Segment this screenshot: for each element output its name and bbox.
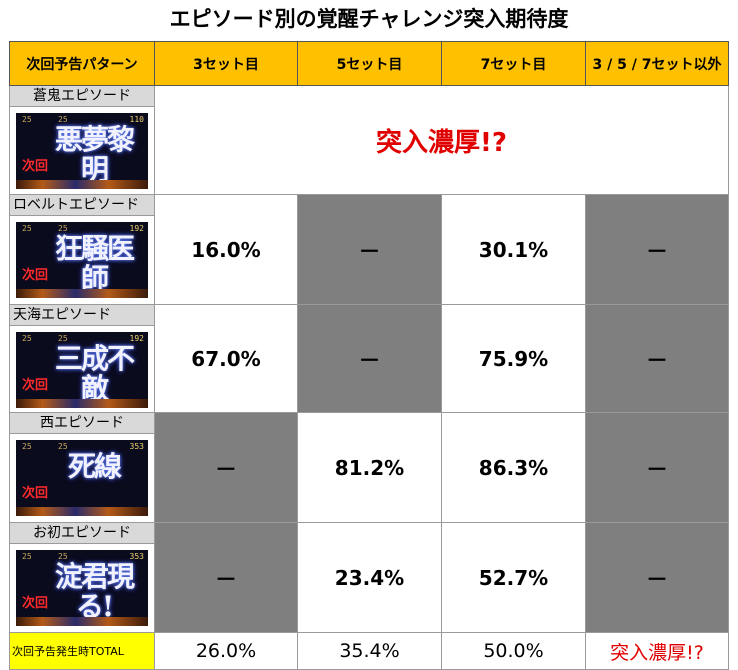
preview-thumbnail: 25 25 353 淀君現る! 次回 — [16, 550, 148, 626]
pattern-name: 蒼鬼エピソード — [10, 86, 154, 107]
total-row: 次回予告発生時TOTAL 26.0% 35.4% 50.0% 突入濃厚!? — [9, 632, 729, 670]
value-cell: 30.1% — [441, 194, 586, 305]
preview-thumbnail: 25 25 353 死線 次回 — [16, 440, 148, 516]
value-cell: 16.0% — [154, 194, 298, 305]
table-row: 蒼鬼エピソード 25 25 110 悪夢黎明 次回 突入濃厚!? — [9, 85, 729, 195]
jikai-mark: 次回 — [22, 596, 49, 611]
table-row: 西エピソード 25 25 353 死線 次回 － 81.2% 86.3% － — [9, 412, 729, 523]
jikai-mark: 次回 — [22, 268, 49, 283]
value-cell: 86.3% — [441, 412, 586, 523]
total-cell: 35.4% — [297, 632, 442, 670]
value-cell: 75.9% — [441, 304, 586, 413]
thumbnail-title: 三成不敵 — [54, 342, 135, 405]
header-set7: 7セット目 — [441, 41, 586, 86]
header-row: 次回予告パターン 3セット目 5セット目 7セット目 3 / 5 / 7セット以… — [9, 41, 729, 86]
value-cell: 81.2% — [297, 412, 442, 523]
table-row: お初エピソード 25 25 353 淀君現る! 次回 － 23.4% 52.7% － — [9, 522, 729, 633]
pattern-name: 天海エピソード — [10, 305, 154, 326]
jikai-mark: 次回 — [22, 159, 49, 174]
value-cell: － — [585, 412, 729, 523]
preview-thumbnail: 25 25 192 三成不敵 次回 — [16, 332, 148, 408]
total-cell: 50.0% — [441, 632, 586, 670]
value-cell: － — [585, 304, 729, 413]
pattern-cell: 天海エピソード 25 25 192 三成不敵 次回 — [9, 304, 155, 413]
value-cell: － — [297, 194, 442, 305]
preview-thumbnail: 25 25 192 狂騒医師 次回 — [16, 222, 148, 298]
total-cell: 突入濃厚!? — [585, 632, 729, 670]
pattern-name: ロベルトエピソード — [10, 195, 154, 216]
thumbnail-title: 死線 — [67, 450, 122, 483]
thumbnail-title: 悪夢黎明 — [54, 123, 135, 186]
value-cell: － — [585, 194, 729, 305]
pattern-cell: 蒼鬼エピソード 25 25 110 悪夢黎明 次回 — [9, 85, 155, 195]
pattern-name: 西エピソード — [10, 413, 154, 434]
value-cell: － — [154, 412, 298, 523]
total-label: 次回予告発生時TOTAL — [9, 632, 155, 670]
value-cell: － — [297, 304, 442, 413]
preview-thumbnail: 25 25 110 悪夢黎明 次回 — [16, 113, 148, 189]
header-other: 3 / 5 / 7セット以外 — [585, 41, 729, 86]
value-cell: 52.7% — [441, 522, 586, 633]
table-row: ロベルトエピソード 25 25 192 狂騒医師 次回 16.0% － 30.1% … — [9, 194, 729, 305]
value-cell: 23.4% — [297, 522, 442, 633]
table-row: 天海エピソード 25 25 192 三成不敵 次回 67.0% － 75.9% － — [9, 304, 729, 413]
pattern-cell: 西エピソード 25 25 353 死線 次回 — [9, 412, 155, 523]
value-cell: － — [585, 522, 729, 633]
jikai-mark: 次回 — [22, 378, 49, 393]
pattern-name: お初エピソード — [10, 523, 154, 544]
expectation-table: 次回予告パターン 3セット目 5セット目 7セット目 3 / 5 / 7セット以… — [9, 41, 729, 670]
page-title: エピソード別の覚醒チャレンジ突入期待度 — [169, 7, 569, 31]
thumbnail-title: 狂騒医師 — [54, 232, 135, 295]
value-cell: 67.0% — [154, 304, 298, 413]
jikai-mark: 次回 — [22, 486, 49, 501]
thumbnail-title: 淀君現る! — [54, 560, 135, 623]
header-set3: 3セット目 — [154, 41, 298, 86]
pattern-cell: ロベルトエピソード 25 25 192 狂騒医師 次回 — [9, 194, 155, 305]
header-pattern: 次回予告パターン — [9, 41, 155, 86]
header-set5: 5セット目 — [297, 41, 442, 86]
pattern-cell: お初エピソード 25 25 353 淀君現る! 次回 — [9, 522, 155, 633]
total-cell: 26.0% — [154, 632, 298, 670]
value-cell: － — [154, 522, 298, 633]
merged-result-cell: 突入濃厚!? — [154, 85, 729, 195]
